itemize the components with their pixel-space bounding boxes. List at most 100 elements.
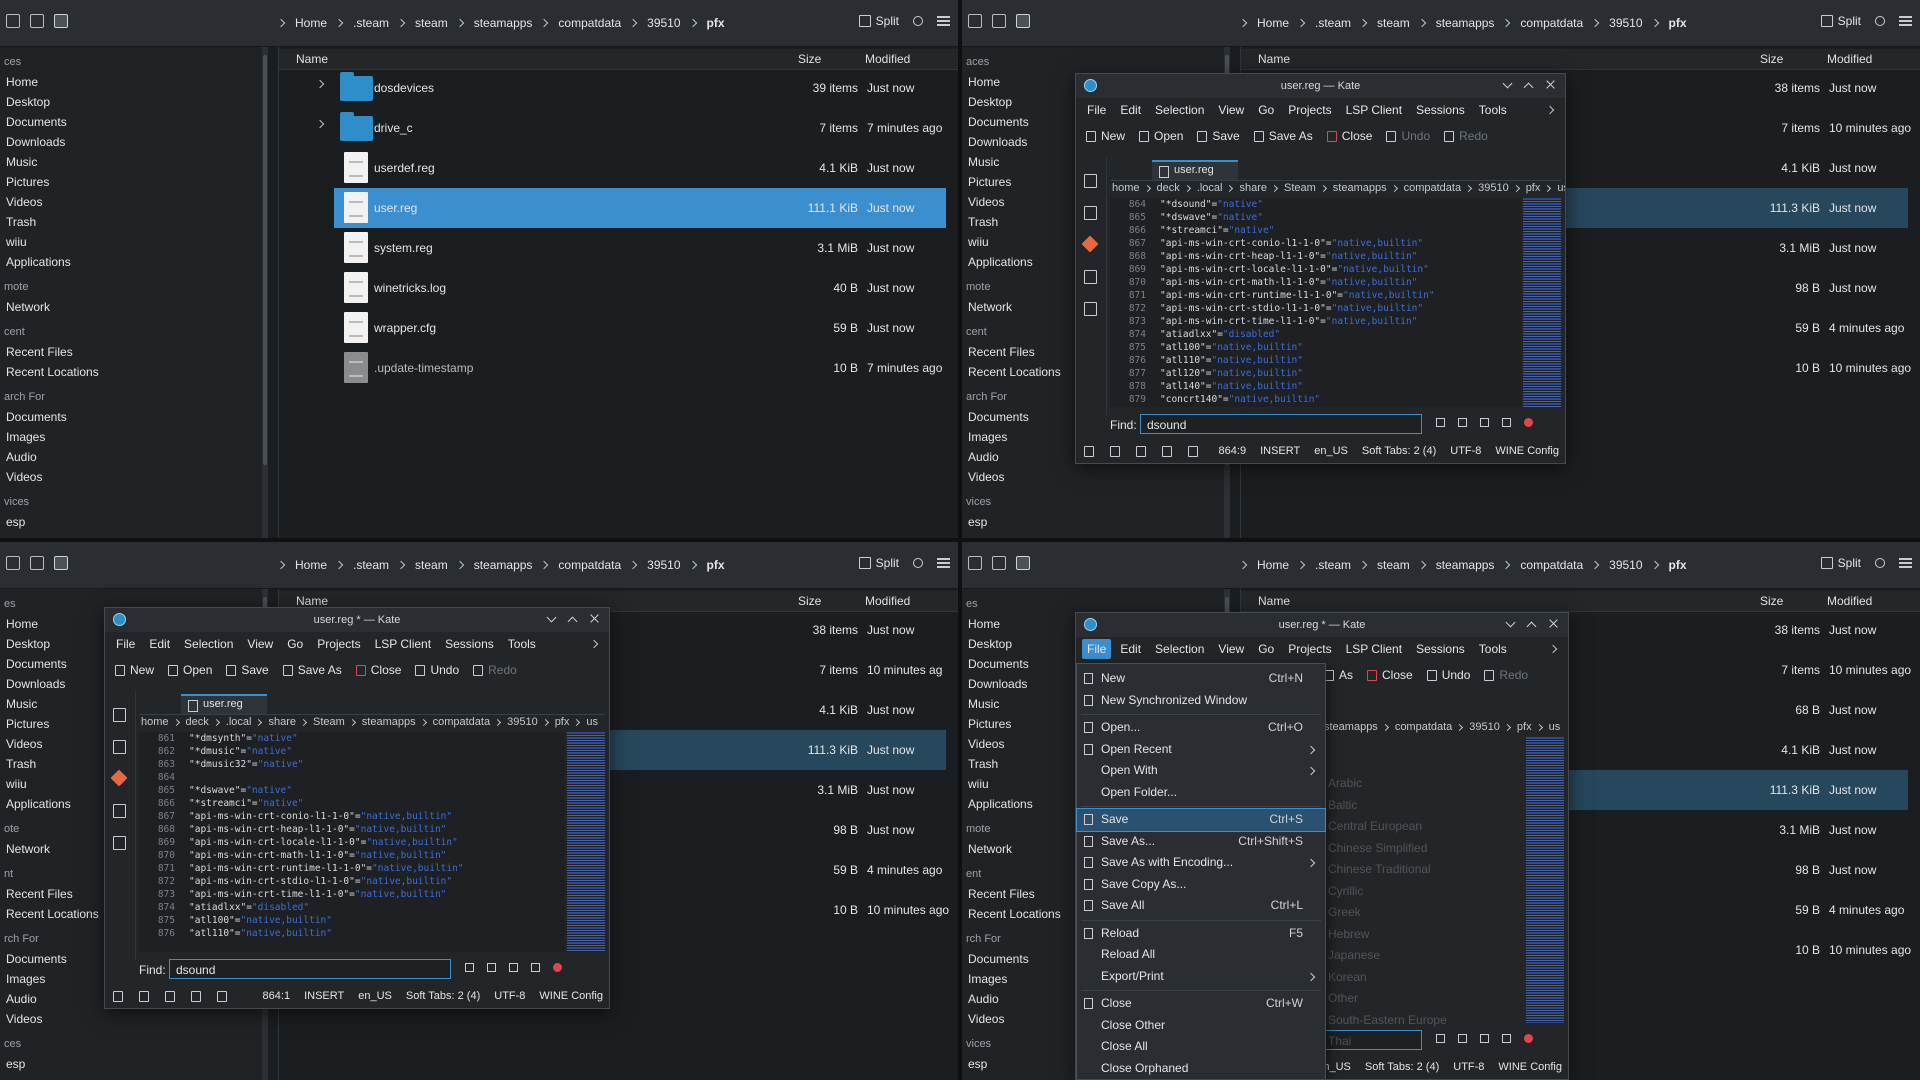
- file-menu-item[interactable]: Save As with Encoding...: [1077, 852, 1325, 874]
- search-button[interactable]: [1875, 16, 1885, 26]
- file-row[interactable]: 68 B Just now: [1296, 690, 1908, 730]
- panel-icon[interactable]: [1084, 206, 1097, 220]
- sidebar-item[interactable]: Audio: [968, 992, 999, 1006]
- sidebar-item[interactable]: Network: [968, 842, 1013, 856]
- crumb[interactable]: pfx: [706, 16, 725, 30]
- crumb[interactable]: .steam: [1315, 16, 1352, 30]
- sidebar-item[interactable]: Documents: [968, 410, 1029, 424]
- panel-icon[interactable]: [113, 708, 126, 722]
- column-name[interactable]: Name: [296, 52, 329, 66]
- tab[interactable]: user.reg: [1152, 160, 1238, 180]
- column-name[interactable]: Name: [296, 594, 329, 608]
- file-menu-item[interactable]: Close All: [1077, 1036, 1325, 1058]
- window-button[interactable]: [1523, 82, 1534, 93]
- file-menu-item[interactable]: Open... Ctrl+O: [1077, 717, 1325, 739]
- sidebar-item[interactable]: Recent Locations: [6, 365, 99, 379]
- crumb[interactable]: steamapps: [473, 16, 533, 30]
- view-mode-button[interactable]: [54, 556, 68, 570]
- sidebar-item[interactable]: Videos: [6, 1012, 43, 1026]
- status-item[interactable]: WINE Config: [1498, 1061, 1562, 1073]
- menu-item[interactable]: Go: [1258, 642, 1275, 656]
- crumb[interactable]: steam: [1377, 558, 1410, 572]
- menu-overflow[interactable]: [1548, 644, 1558, 654]
- path-part[interactable]: compatdata: [1394, 721, 1453, 733]
- sidebar-item[interactable]: Audio: [6, 450, 37, 464]
- sidebar-item[interactable]: Applications: [968, 255, 1033, 269]
- path-part[interactable]: pfx: [1525, 182, 1541, 194]
- status-icon[interactable]: [217, 990, 227, 1002]
- status-icon[interactable]: [139, 990, 149, 1002]
- file-row[interactable]: 59 B 4 minutes ago: [1296, 890, 1908, 930]
- window-button[interactable]: [1526, 621, 1537, 632]
- sidebar-item[interactable]: Home: [6, 617, 39, 631]
- split-button[interactable]: Split: [1820, 14, 1861, 28]
- file-row[interactable]: 4.1 KiB Just now: [1296, 730, 1908, 770]
- sidebar-item[interactable]: Audio: [6, 992, 37, 1006]
- toolbar-button[interactable]: Close: [1326, 129, 1372, 143]
- toolbar-button[interactable]: Close: [355, 663, 401, 677]
- sidebar-item[interactable]: Home: [968, 75, 1001, 89]
- sidebar-item[interactable]: esp: [968, 515, 988, 529]
- path-part[interactable]: steamapps: [361, 716, 416, 728]
- file-row[interactable]: 98 B Just now: [1296, 850, 1908, 890]
- sidebar-item[interactable]: Videos: [968, 470, 1005, 484]
- sidebar-item[interactable]: Trash: [968, 215, 999, 229]
- toolbar-button[interactable]: Undo: [415, 663, 459, 677]
- menu-item[interactable]: LSP Client: [1345, 103, 1403, 117]
- file-row[interactable]: 10 B 10 minutes ago: [334, 890, 949, 930]
- crumb[interactable]: 39510: [647, 16, 681, 30]
- sidebar-item[interactable]: Downloads: [6, 677, 66, 691]
- find-button[interactable]: [553, 963, 562, 972]
- menu-item[interactable]: File: [1087, 103, 1107, 117]
- sidebar-item[interactable]: Music: [6, 697, 38, 711]
- panel-icon[interactable]: [113, 740, 126, 754]
- menu-item[interactable]: Go: [1258, 103, 1275, 117]
- sidebar-item[interactable]: Audio: [968, 450, 999, 464]
- file-row[interactable]: 38 items Just now: [1296, 68, 1908, 108]
- sidebar-item[interactable]: Documents: [6, 952, 67, 966]
- menu-item[interactable]: Tools: [1478, 103, 1507, 117]
- path-part[interactable]: pfx: [1516, 721, 1532, 733]
- column-modified[interactable]: Modified: [865, 594, 911, 608]
- crumb[interactable]: steam: [415, 16, 448, 30]
- sidebar-item[interactable]: Trash: [968, 757, 999, 771]
- window-button[interactable]: [1546, 80, 1555, 89]
- sidebar-item[interactable]: Home: [6, 75, 39, 89]
- path-part[interactable]: compatdata: [1403, 182, 1462, 194]
- file-menu-item[interactable]: Save Ctrl+S: [1076, 808, 1326, 832]
- menu-item[interactable]: Projects: [1288, 642, 1332, 656]
- file-row[interactable]: 3.1 MiB Just now: [1296, 228, 1908, 268]
- menu-button[interactable]: [937, 558, 950, 568]
- crumb[interactable]: compatdata: [1520, 16, 1584, 30]
- path-part[interactable]: share: [1239, 182, 1267, 194]
- split-button[interactable]: Split: [858, 14, 899, 28]
- menu-item[interactable]: Projects: [317, 637, 361, 651]
- sidebar-item[interactable]: Applications: [6, 255, 71, 269]
- status-icon[interactable]: [1084, 445, 1094, 457]
- column-size[interactable]: Size: [798, 594, 822, 608]
- sidebar-item[interactable]: esp: [968, 1057, 988, 1071]
- sidebar-item[interactable]: Images: [6, 430, 46, 444]
- sidebar-item[interactable]: Pictures: [968, 717, 1012, 731]
- status-item[interactable]: 864:1: [262, 990, 291, 1002]
- find-input[interactable]: dsound: [1140, 414, 1422, 434]
- menu-item[interactable]: LSP Client: [1345, 642, 1403, 656]
- file-row[interactable]: 59 B 4 minutes ago: [1296, 308, 1908, 348]
- status-item[interactable]: UTF-8: [1453, 1061, 1485, 1073]
- crumb[interactable]: pfx: [1668, 558, 1687, 572]
- search-button[interactable]: [1875, 558, 1885, 568]
- path-part[interactable]: steamapps: [1324, 721, 1378, 733]
- status-icon[interactable]: [1162, 445, 1172, 457]
- path-part[interactable]: home: [1112, 182, 1140, 194]
- file-row[interactable]: 98 B Just now: [1296, 268, 1908, 308]
- file-row[interactable]: 7 items 10 minutes ago: [1296, 108, 1911, 148]
- view-mode-button[interactable]: [968, 14, 982, 28]
- panel-icon[interactable]: [1084, 270, 1097, 284]
- find-button[interactable]: [487, 963, 496, 972]
- sidebar-item[interactable]: Documents: [6, 410, 67, 424]
- sidebar-item[interactable]: Trash: [6, 215, 37, 229]
- sidebar-item[interactable]: Music: [968, 155, 1000, 169]
- crumb[interactable]: .steam: [353, 16, 390, 30]
- menu-item[interactable]: Selection: [1155, 103, 1205, 117]
- crumb[interactable]: compatdata: [558, 558, 622, 572]
